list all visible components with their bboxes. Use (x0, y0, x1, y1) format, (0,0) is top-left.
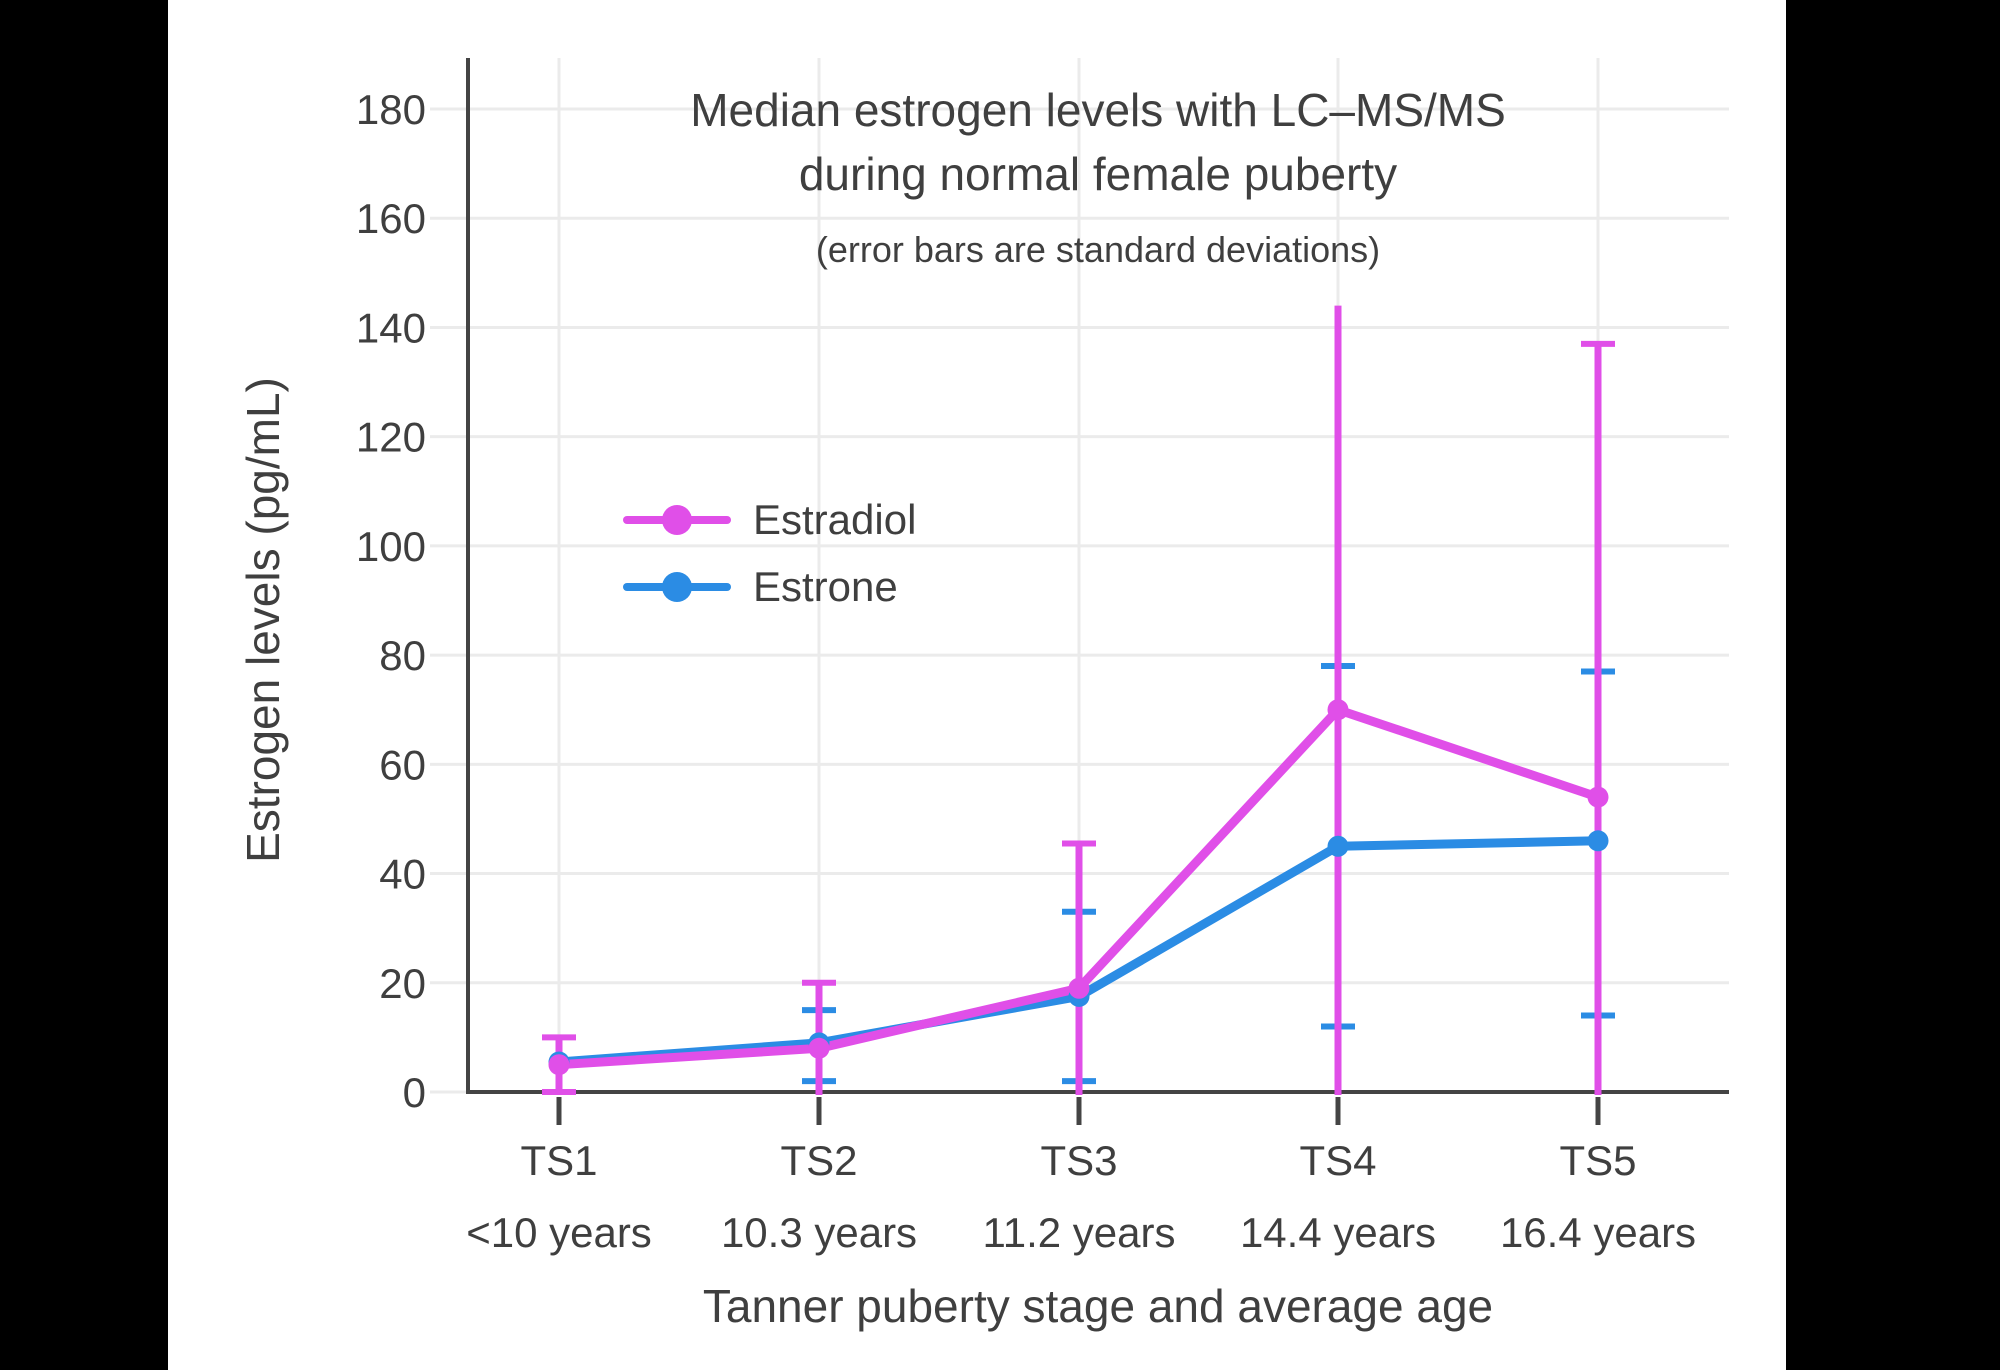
y-axis-title: Estrogen levels (pg/mL) (237, 377, 289, 863)
marker-estrone-ts5 (1587, 830, 1609, 852)
y-tick-label-180: 180 (356, 86, 426, 133)
estradiol-dot-icon (662, 505, 692, 535)
x-category-label-ts4: TS4 (1299, 1137, 1376, 1184)
y-tick-label-0: 0 (403, 1069, 426, 1116)
y-tick-label-100: 100 (356, 523, 426, 570)
marker-estrone-ts4 (1327, 835, 1349, 857)
y-tick-label-160: 160 (356, 195, 426, 242)
chart-plot-area: 0 20 40 60 80 100 120 140 160 180 TS1 <10 years TS2 1… (356, 58, 1729, 1256)
x-category-label-ts1: TS1 (520, 1137, 597, 1184)
x-age-label-ts2: 10.3 years (721, 1209, 917, 1256)
x-age-label-ts4: 14.4 years (1240, 1209, 1436, 1256)
x-age-label-ts1: <10 years (466, 1209, 652, 1256)
marker-estradiol-ts5 (1587, 786, 1609, 808)
chart-subtitle: (error bars are standard deviations) (815, 229, 1381, 270)
estrone-line-swatch (623, 572, 731, 602)
x-category-label-ts5: TS5 (1559, 1137, 1636, 1184)
y-tick-label-120: 120 (356, 414, 426, 461)
marker-estradiol-ts2 (808, 1037, 830, 1059)
legend-label-estradiol: Estradiol (753, 496, 917, 543)
x-age-label-ts3: 11.2 years (983, 1209, 1176, 1256)
x-age-label-ts5: 16.4 years (1500, 1209, 1696, 1256)
marker-estradiol-ts3 (1068, 977, 1090, 999)
y-tick-label-40: 40 (379, 851, 426, 898)
marker-estradiol-ts1 (548, 1054, 570, 1076)
legend-entry-estradiol: Estradiol (623, 496, 917, 543)
x-category-label-ts2: TS2 (780, 1137, 857, 1184)
legend: Estradiol Estrone (623, 496, 917, 631)
estrone-dot-icon (662, 572, 692, 602)
chart-title-line-2: during normal female puberty (798, 148, 1398, 200)
chart-title-line-1: Median estrogen levels with LC–MS/MS (690, 84, 1506, 136)
chart-panel: 0 20 40 60 80 100 120 140 160 180 TS1 <10 years TS2 1… (168, 0, 1786, 1370)
legend-label-estrone: Estrone (753, 563, 898, 610)
y-tick-label-20: 20 (379, 960, 426, 1007)
y-tick-label-140: 140 (356, 304, 426, 351)
marker-estradiol-ts4 (1327, 699, 1349, 721)
estradiol-line-swatch (623, 505, 731, 535)
y-tick-label-80: 80 (379, 632, 426, 679)
y-tick-label-60: 60 (379, 741, 426, 788)
x-axis-title: Tanner puberty stage and average age (702, 1280, 1494, 1332)
x-category-label-ts3: TS3 (1040, 1137, 1117, 1184)
legend-entry-estrone: Estrone (623, 563, 916, 610)
